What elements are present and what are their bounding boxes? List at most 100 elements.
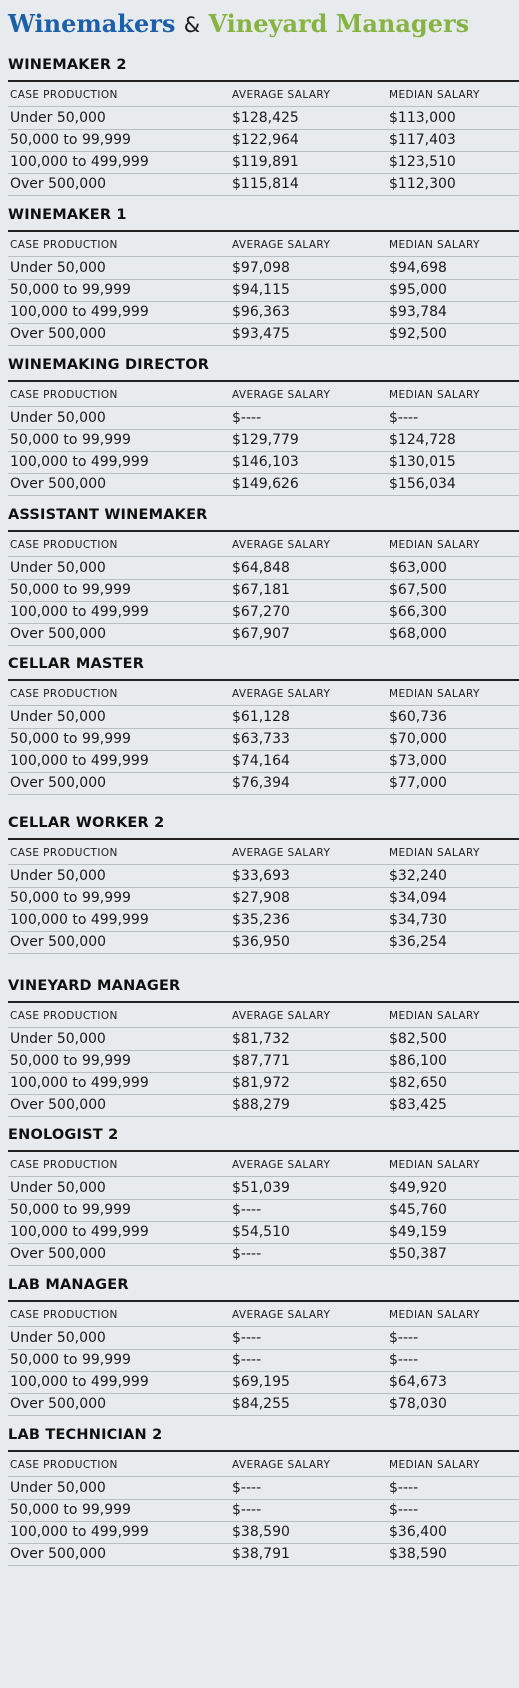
table-row: Over 500,000 $---- $50,387 bbox=[0, 1243, 519, 1266]
row-divider bbox=[8, 772, 519, 773]
column-header-median-salary: MEDIAN SALARY bbox=[389, 89, 480, 101]
median-salary-cell: $123,510 bbox=[389, 154, 456, 170]
section-rule bbox=[8, 838, 519, 840]
row-divider bbox=[8, 556, 519, 557]
table-header-row: CASE PRODUCTION AVERAGE SALARY MEDIAN SALA… bbox=[0, 1005, 519, 1028]
average-salary-cell: $54,510 bbox=[232, 1224, 290, 1240]
row-divider bbox=[8, 1499, 519, 1500]
case-production-cell: 50,000 to 99,999 bbox=[10, 731, 131, 747]
median-salary-cell: $92,500 bbox=[389, 326, 447, 342]
column-header-case-production: CASE PRODUCTION bbox=[10, 1309, 118, 1321]
column-header-case-production: CASE PRODUCTION bbox=[10, 1010, 118, 1022]
section-rule bbox=[8, 80, 519, 82]
table-row: 100,000 to 499,999 $35,236 $34,730 bbox=[0, 909, 519, 932]
column-header-case-production: CASE PRODUCTION bbox=[10, 539, 118, 551]
row-divider bbox=[8, 601, 519, 602]
table-row: Under 50,000 $97,098 $94,698 bbox=[0, 257, 519, 280]
column-header-case-production: CASE PRODUCTION bbox=[10, 1459, 118, 1471]
median-salary-cell: $73,000 bbox=[389, 753, 447, 769]
row-divider bbox=[8, 195, 519, 196]
average-salary-cell: $67,270 bbox=[232, 604, 290, 620]
average-salary-cell: $119,891 bbox=[232, 154, 299, 170]
median-salary-cell: $36,254 bbox=[389, 934, 447, 950]
column-header-case-production: CASE PRODUCTION bbox=[10, 389, 118, 401]
average-salary-cell: $38,791 bbox=[232, 1546, 290, 1562]
column-header-median-salary: MEDIAN SALARY bbox=[389, 239, 480, 251]
case-production-cell: 50,000 to 99,999 bbox=[10, 132, 131, 148]
section-title: WINEMAKER 1 bbox=[8, 207, 127, 223]
table-header-row: CASE PRODUCTION AVERAGE SALARY MEDIAN SALA… bbox=[0, 842, 519, 865]
row-divider bbox=[8, 1050, 519, 1051]
column-header-average-salary: AVERAGE SALARY bbox=[232, 1010, 331, 1022]
page-title: Winemakers & Vineyard Managers bbox=[8, 4, 469, 44]
median-salary-cell: $63,000 bbox=[389, 560, 447, 576]
case-production-cell: 100,000 to 499,999 bbox=[10, 454, 149, 470]
section-title: WINEMAKING DIRECTOR bbox=[8, 357, 210, 373]
row-divider bbox=[8, 1349, 519, 1350]
section-rule bbox=[8, 380, 519, 382]
row-divider bbox=[8, 1521, 519, 1522]
average-salary-cell: $67,181 bbox=[232, 582, 290, 598]
column-header-median-salary: MEDIAN SALARY bbox=[389, 1309, 480, 1321]
case-production-cell: Over 500,000 bbox=[10, 1396, 107, 1412]
title-vineyard-managers: Vineyard Managers bbox=[208, 9, 470, 38]
row-divider bbox=[8, 1326, 519, 1327]
row-divider bbox=[8, 473, 519, 474]
row-divider bbox=[8, 1243, 519, 1244]
table-header-row: CASE PRODUCTION AVERAGE SALARY MEDIAN SALA… bbox=[0, 534, 519, 557]
column-header-case-production: CASE PRODUCTION bbox=[10, 1159, 118, 1171]
column-header-average-salary: AVERAGE SALARY bbox=[232, 1159, 331, 1171]
average-salary-cell: $146,103 bbox=[232, 454, 299, 470]
table-row: Over 500,000 $67,907 $68,000 bbox=[0, 623, 519, 646]
table-row: Over 500,000 $115,814 $112,300 bbox=[0, 173, 519, 196]
case-production-cell: 50,000 to 99,999 bbox=[10, 282, 131, 298]
case-production-cell: Over 500,000 bbox=[10, 775, 107, 791]
table-row: 100,000 to 499,999 $119,891 $123,510 bbox=[0, 151, 519, 174]
case-production-cell: 50,000 to 99,999 bbox=[10, 890, 131, 906]
case-production-cell: Over 500,000 bbox=[10, 1546, 107, 1562]
case-production-cell: Under 50,000 bbox=[10, 410, 106, 426]
average-salary-cell: $---- bbox=[232, 1246, 262, 1262]
row-divider bbox=[8, 1265, 519, 1266]
average-salary-cell: $61,128 bbox=[232, 709, 290, 725]
table-row: 100,000 to 499,999 $54,510 $49,159 bbox=[0, 1221, 519, 1244]
average-salary-cell: $149,626 bbox=[232, 476, 299, 492]
section-rule bbox=[8, 1001, 519, 1003]
row-divider bbox=[8, 1393, 519, 1394]
row-divider bbox=[8, 1094, 519, 1095]
median-salary-cell: $95,000 bbox=[389, 282, 447, 298]
section-rule bbox=[8, 230, 519, 232]
row-divider bbox=[8, 909, 519, 910]
row-divider bbox=[8, 323, 519, 324]
table-row: 50,000 to 99,999 $67,181 $67,500 bbox=[0, 579, 519, 602]
table-row: 100,000 to 499,999 $81,972 $82,650 bbox=[0, 1072, 519, 1095]
row-divider bbox=[8, 451, 519, 452]
table-row: Under 50,000 $---- $---- bbox=[0, 1477, 519, 1500]
table-header-row: CASE PRODUCTION AVERAGE SALARY MEDIAN SALA… bbox=[0, 1304, 519, 1327]
median-salary-cell: $94,698 bbox=[389, 260, 447, 276]
column-header-case-production: CASE PRODUCTION bbox=[10, 89, 118, 101]
row-divider bbox=[8, 151, 519, 152]
table-row: Over 500,000 $84,255 $78,030 bbox=[0, 1393, 519, 1416]
table-row: 100,000 to 499,999 $38,590 $36,400 bbox=[0, 1521, 519, 1544]
median-salary-cell: $67,500 bbox=[389, 582, 447, 598]
median-salary-cell: $49,920 bbox=[389, 1180, 447, 1196]
median-salary-cell: $34,730 bbox=[389, 912, 447, 928]
section-rule bbox=[8, 530, 519, 532]
median-salary-cell: $32,240 bbox=[389, 868, 447, 884]
table-row: 50,000 to 99,999 $63,733 $70,000 bbox=[0, 728, 519, 751]
row-divider bbox=[8, 1199, 519, 1200]
row-divider bbox=[8, 173, 519, 174]
table-row: 50,000 to 99,999 $27,908 $34,094 bbox=[0, 887, 519, 910]
case-production-cell: Under 50,000 bbox=[10, 1180, 106, 1196]
row-divider bbox=[8, 495, 519, 496]
case-production-cell: 100,000 to 499,999 bbox=[10, 912, 149, 928]
average-salary-cell: $51,039 bbox=[232, 1180, 290, 1196]
column-header-average-salary: AVERAGE SALARY bbox=[232, 688, 331, 700]
median-salary-cell: $78,030 bbox=[389, 1396, 447, 1412]
average-salary-cell: $27,908 bbox=[232, 890, 290, 906]
table-header-row: CASE PRODUCTION AVERAGE SALARY MEDIAN SALA… bbox=[0, 1154, 519, 1177]
table-row: Under 50,000 $81,732 $82,500 bbox=[0, 1028, 519, 1051]
table-row: Over 500,000 $36,950 $36,254 bbox=[0, 931, 519, 954]
